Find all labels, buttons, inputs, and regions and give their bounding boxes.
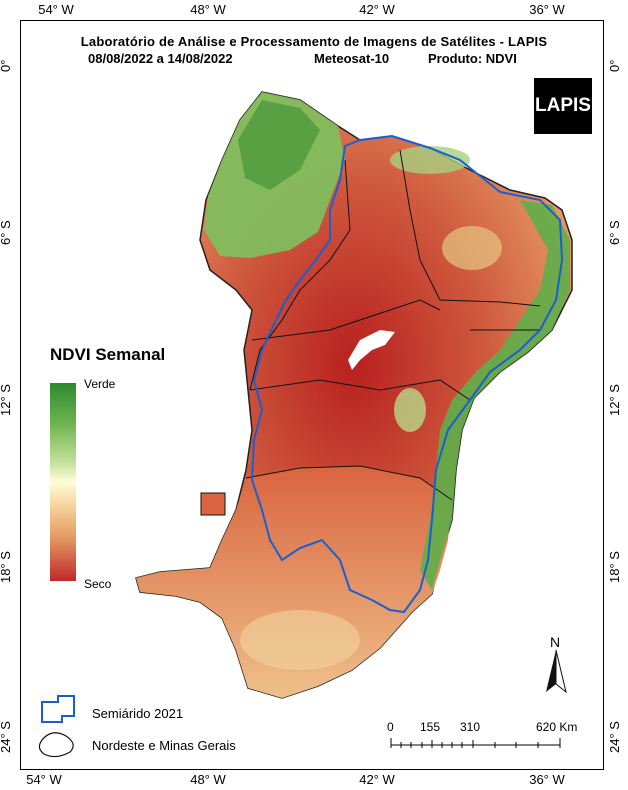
lon-tick-bot-3: 42° W bbox=[359, 772, 395, 787]
semiarid-boundary bbox=[250, 134, 564, 614]
ndvi-colorbar bbox=[50, 383, 76, 581]
green-northwest-dark bbox=[238, 100, 320, 190]
lapis-logo: LAPIS bbox=[534, 78, 592, 134]
scale-label-310: 310 bbox=[460, 720, 481, 734]
scale-label-155: 155 bbox=[420, 720, 441, 734]
lon-tick-bot-2: 48° W bbox=[190, 772, 226, 787]
lon-tick-top-1: 54° W bbox=[38, 2, 74, 17]
region-legend-symbol bbox=[38, 732, 74, 758]
scale-label-620: 620 Km bbox=[536, 720, 578, 734]
sensor-label: Meteosat-10 bbox=[314, 51, 390, 66]
north-arrow-icon bbox=[546, 649, 567, 694]
product-label: Produto: NDVI bbox=[428, 51, 517, 66]
semiarid-legend-label: Semiárido 2021 bbox=[92, 706, 184, 721]
scale-bar bbox=[390, 738, 561, 748]
minas-area bbox=[136, 466, 452, 698]
lon-tick-top-3: 42° W bbox=[359, 2, 395, 17]
legend-title: NDVI Semanal bbox=[50, 345, 166, 364]
lon-tick-bot-4: 36° W bbox=[529, 772, 565, 787]
green-coast bbox=[420, 200, 570, 590]
scale-label-0: 0 bbox=[387, 720, 394, 734]
map-title: Laboratório de Análise e Processamento d… bbox=[80, 34, 548, 49]
date-range: 08/08/2022 a 14/08/2022 bbox=[88, 51, 233, 66]
lon-tick-top-2: 48° W bbox=[190, 2, 226, 17]
lon-tick-bot-1: 54° W bbox=[26, 772, 62, 787]
lon-tick-top-4: 36° W bbox=[529, 2, 565, 17]
semiarid-legend-symbol bbox=[41, 695, 75, 723]
north-arrow-label: N bbox=[550, 634, 561, 650]
colorbar-low-label: Seco bbox=[84, 577, 112, 591]
region-legend-label: Nordeste e Minas Gerais bbox=[92, 738, 236, 753]
colorbar-high-label: Verde bbox=[84, 377, 116, 391]
